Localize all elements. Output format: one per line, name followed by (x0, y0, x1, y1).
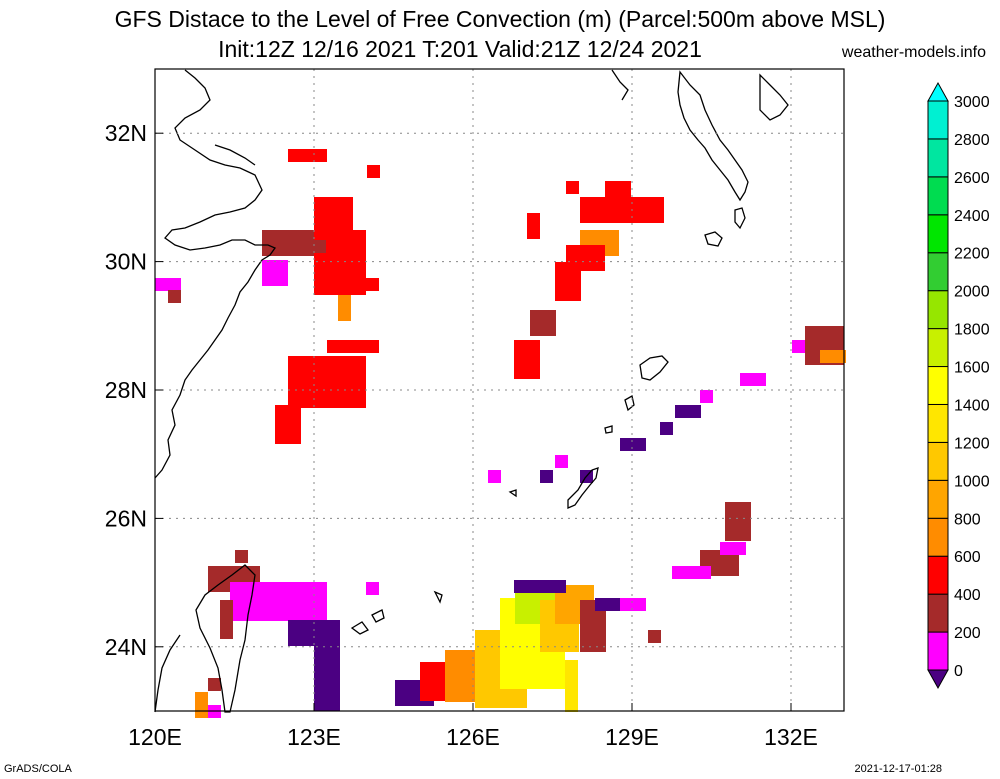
field-cell (300, 240, 326, 253)
field-cell (168, 290, 181, 303)
colorbar-label: 600 (954, 549, 981, 566)
colorbar-swatch (927, 100, 949, 140)
colorbar-label: 2400 (954, 208, 990, 225)
map-title: GFS Distace to the Level of Free Convect… (114, 6, 886, 32)
longitude-axis: 120E 123E 126E 129E 132E (128, 703, 818, 750)
colorbar-swatch (927, 138, 949, 178)
lat-tick-label: 26N (105, 505, 147, 531)
field-cell (340, 278, 379, 291)
field-cell (366, 582, 379, 595)
field-cell (725, 502, 751, 541)
field-cell (314, 197, 353, 236)
lat-tick-label: 32N (105, 120, 147, 146)
colorbar-swatch (927, 517, 949, 557)
field-cell (555, 455, 568, 468)
colorbar-swatch (927, 176, 949, 216)
field-cell (625, 197, 664, 223)
lon-tick-label: 129E (605, 724, 659, 750)
colorbar-swatch (927, 290, 949, 330)
colorbar-arrow-high (927, 81, 949, 102)
field-cell (327, 340, 379, 353)
colorbar-label: 1000 (954, 473, 990, 490)
colorbar-label: 800 (954, 511, 981, 528)
field-cell (555, 262, 581, 301)
colorbar-label: 2800 (954, 132, 990, 149)
colorbar-swatch (927, 593, 949, 633)
field-cell (514, 340, 540, 379)
colorbar-arrow-low (927, 669, 949, 690)
colorbar-swatch (927, 252, 949, 292)
colorbar-label: 2200 (954, 246, 990, 263)
field-cell (275, 405, 301, 444)
convection-field (155, 149, 846, 718)
colorbar-label: 1600 (954, 360, 990, 377)
field-cell (620, 598, 646, 611)
colorbar-label: 2600 (954, 170, 990, 187)
colorbar-swatch (927, 555, 949, 595)
field-cell (540, 470, 553, 483)
field-cell (514, 580, 566, 593)
colorbar-swatch (927, 479, 949, 519)
field-cell (195, 692, 208, 718)
lat-tick-label: 28N (105, 377, 147, 403)
colorbar-label: 200 (954, 625, 981, 642)
lat-tick-label: 30N (105, 249, 147, 275)
colorbar-swatch (927, 631, 949, 671)
coastline (154, 69, 789, 713)
lon-tick-label: 126E (446, 724, 500, 750)
footer-grads: GrADS/COLA (4, 763, 72, 775)
field-cell (620, 438, 646, 451)
field-cell (648, 630, 661, 643)
field-cell (230, 582, 282, 621)
field-cell (820, 350, 846, 363)
colorbar-swatch (927, 403, 949, 443)
latitude-axis: 24N 26N 28N 30N 32N (105, 120, 163, 660)
field-cell (527, 213, 540, 239)
footer-timestamp: 2021-12-17-01:28 (854, 763, 942, 775)
site-credit: weather-models.info (841, 44, 986, 61)
field-cell (530, 310, 556, 336)
colorbar-label: 400 (954, 587, 981, 604)
colorbar-swatch (927, 441, 949, 481)
field-cell (488, 470, 501, 483)
field-cell (338, 295, 351, 321)
lat-lon-grid (155, 69, 844, 711)
field-cell (288, 620, 340, 646)
map-subtitle: Init:12Z 12/16 2021 T:201 Valid:21Z 12/2… (218, 36, 702, 62)
colorbar-label: 1800 (954, 322, 990, 339)
colorbar-swatch (927, 366, 949, 405)
field-cell (367, 165, 380, 178)
colorbar-swatch (927, 214, 949, 254)
lon-tick-label: 123E (287, 724, 341, 750)
field-cell (262, 260, 288, 286)
colorbar: 0 200 400 600 800 1000 1200 1400 1600 1800 2000 220… (927, 81, 990, 690)
field-cell (720, 542, 746, 555)
field-cell (314, 646, 340, 711)
field-cell (700, 390, 713, 403)
field-cell (740, 373, 766, 386)
field-cell (566, 181, 579, 194)
field-cell (675, 405, 701, 418)
colorbar-label: 1400 (954, 397, 990, 414)
field-cell (672, 566, 711, 579)
field-cell (288, 149, 327, 162)
field-cell (660, 422, 673, 435)
lon-tick-label: 120E (128, 724, 182, 750)
field-cell (220, 600, 233, 639)
field-cell (288, 356, 366, 408)
field-cell (155, 278, 181, 291)
lon-tick-label: 132E (764, 724, 818, 750)
field-cell (208, 678, 221, 691)
field-cell (565, 660, 578, 712)
colorbar-swatch (927, 328, 949, 368)
colorbar-label: 2000 (954, 284, 990, 301)
colorbar-label: 3000 (954, 94, 990, 111)
field-cell (235, 550, 248, 563)
colorbar-label: 1200 (954, 435, 990, 452)
colorbar-label: 0 (954, 663, 963, 680)
lat-tick-label: 24N (105, 634, 147, 660)
